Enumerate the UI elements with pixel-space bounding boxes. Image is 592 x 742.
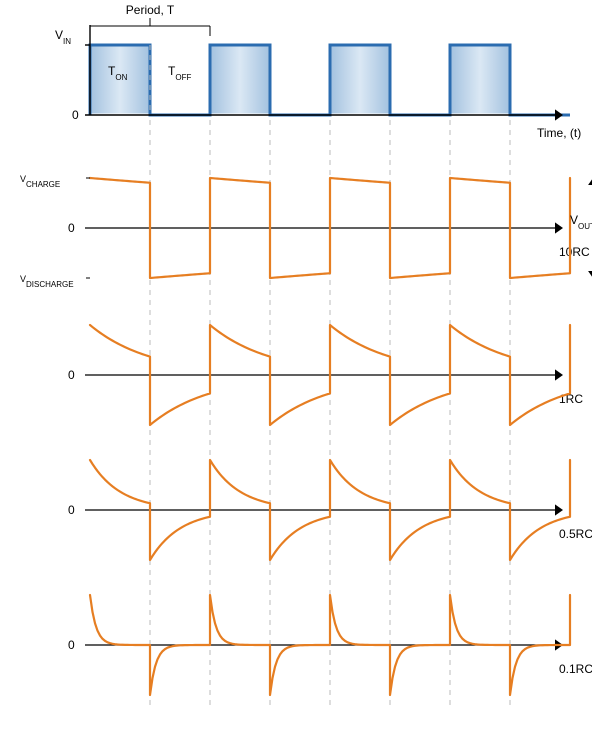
label-rc-1rc: 1RC — [559, 392, 583, 406]
label-rc-0.1rc: 0.1RC — [559, 662, 592, 676]
label-zero-0.5rc: 0 — [68, 503, 75, 517]
label-time: Time, (t) — [537, 126, 581, 140]
label-zero-10rc: 0 — [68, 221, 75, 235]
label-period: Period, T — [126, 3, 175, 17]
label-vin: VIN — [55, 28, 71, 46]
label-zero-1rc: 0 — [68, 368, 75, 382]
label-vdischarge: VDISCHARGE — [20, 274, 74, 289]
label-zero-0.1rc: 0 — [68, 638, 75, 652]
label-toff: TOFF — [168, 64, 191, 82]
label-rc-0.5rc: 0.5RC — [559, 527, 592, 541]
output-waveform-1rc: 0 1RC — [68, 325, 583, 425]
label-vout: VOUT — [570, 213, 592, 231]
label-zero-input: 0 — [72, 108, 79, 122]
label-vcharge: VCHARGE — [20, 174, 60, 189]
output-waveform-10rc: 0 10RC VCHARGE VDISCHARGE VOUT — [20, 174, 592, 289]
label-rc-10rc: 10RC — [559, 245, 590, 259]
input-waveform: Period, TVIN0TONTOFFTime, (t) — [55, 3, 581, 140]
